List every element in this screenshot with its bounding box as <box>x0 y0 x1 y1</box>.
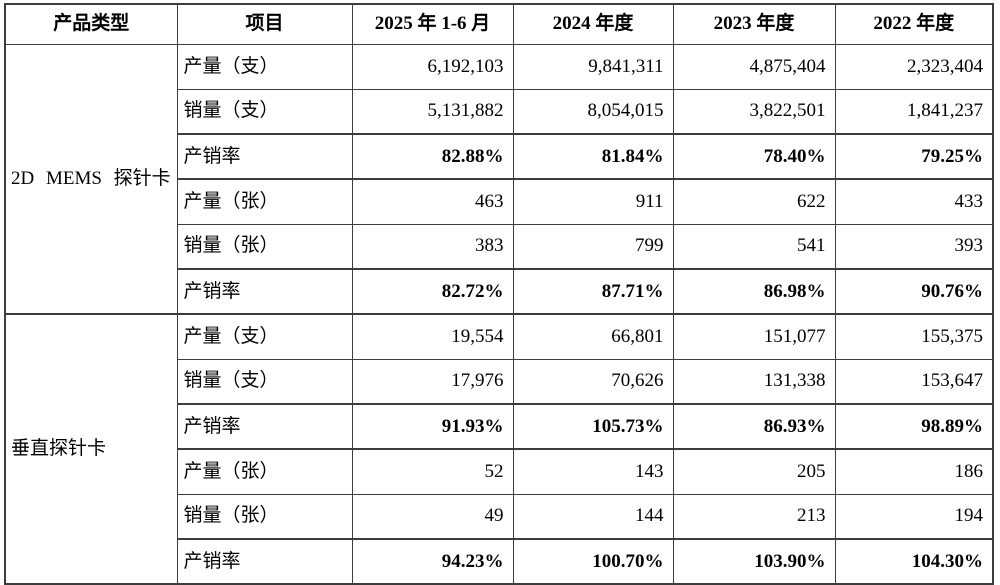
value-cell: 433 <box>834 178 994 225</box>
value-cell: 393 <box>834 223 994 270</box>
value-cell: 86.93% <box>672 403 836 450</box>
value-cell: 3,822,501 <box>672 88 836 135</box>
value-cell: 100.70% <box>512 538 674 585</box>
value-cell: 70,626 <box>512 358 674 405</box>
value-cell: 91.93% <box>351 403 514 450</box>
value-cell: 463 <box>351 178 514 225</box>
table-row: 产量（张） 463 911 622 433 <box>5 178 994 225</box>
value-cell: 81.84% <box>512 133 674 180</box>
value-cell: 131,338 <box>672 358 836 405</box>
table-row-rate: 产销率 91.93% 105.73% 86.93% 98.89% <box>5 403 994 450</box>
item-cell: 销量（张） <box>176 223 353 270</box>
value-cell: 2,323,404 <box>834 43 994 90</box>
item-cell: 产销率 <box>176 133 353 180</box>
table-row: 销量（张） 49 144 213 194 <box>5 493 994 540</box>
value-cell: 19,554 <box>351 313 514 360</box>
item-cell: 产销率 <box>176 403 353 450</box>
value-cell: 98.89% <box>834 403 994 450</box>
value-cell: 4,875,404 <box>672 43 836 90</box>
production-sales-table: 产品类型 项目 2025 年 1-6 月 2024 年度 2023 年度 202… <box>4 3 994 585</box>
value-cell: 86.98% <box>672 268 836 315</box>
table-row-rate: 产销率 94.23% 100.70% 103.90% 104.30% <box>5 538 994 585</box>
value-cell: 105.73% <box>512 403 674 450</box>
value-cell: 911 <box>512 178 674 225</box>
value-cell: 383 <box>351 223 514 270</box>
header-product-type: 产品类型 <box>4 3 178 45</box>
value-cell: 5,131,882 <box>351 88 514 135</box>
value-cell: 205 <box>672 448 836 495</box>
value-cell: 9,841,311 <box>512 43 674 90</box>
value-cell: 194 <box>834 493 994 540</box>
item-cell: 产量（张） <box>176 448 353 495</box>
value-cell: 144 <box>512 493 674 540</box>
value-cell: 17,976 <box>351 358 514 405</box>
value-cell: 66,801 <box>512 313 674 360</box>
value-cell: 143 <box>512 448 674 495</box>
header-item: 项目 <box>176 3 353 45</box>
value-cell: 82.88% <box>351 133 514 180</box>
table-row-rate: 产销率 82.72% 87.71% 86.98% 90.76% <box>5 268 994 315</box>
table-row: 销量（支） 17,976 70,626 131,338 153,647 <box>5 358 994 405</box>
table-row-rate: 产销率 82.88% 81.84% 78.40% 79.25% <box>5 133 994 180</box>
value-cell: 103.90% <box>672 538 836 585</box>
value-cell: 78.40% <box>672 133 836 180</box>
value-cell: 8,054,015 <box>512 88 674 135</box>
item-cell: 产量（支） <box>176 43 353 90</box>
value-cell: 151,077 <box>672 313 836 360</box>
value-cell: 79.25% <box>834 133 994 180</box>
header-row: 产品类型 项目 2025 年 1-6 月 2024 年度 2023 年度 202… <box>4 3 994 45</box>
value-cell: 153,647 <box>834 358 994 405</box>
value-cell: 186 <box>834 448 994 495</box>
header-2024: 2024 年度 <box>512 3 674 45</box>
value-cell: 87.71% <box>512 268 674 315</box>
item-cell: 销量（张） <box>176 493 353 540</box>
value-cell: 90.76% <box>834 268 994 315</box>
header-2023: 2023 年度 <box>672 3 836 45</box>
header-2022: 2022 年度 <box>834 3 994 45</box>
value-cell: 82.72% <box>351 268 514 315</box>
item-cell: 产销率 <box>176 538 353 585</box>
item-cell: 产销率 <box>176 268 353 315</box>
value-cell: 155,375 <box>834 313 994 360</box>
value-cell: 213 <box>672 493 836 540</box>
value-cell: 799 <box>512 223 674 270</box>
item-cell: 产量（张） <box>176 178 353 225</box>
value-cell: 6,192,103 <box>351 43 514 90</box>
product-type-cell: 2D MEMS 探针卡 <box>4 43 178 315</box>
table-container: 产品类型 项目 2025 年 1-6 月 2024 年度 2023 年度 202… <box>4 3 994 585</box>
product-type-cell: 垂直探针卡 <box>4 313 178 585</box>
value-cell: 104.30% <box>834 538 994 585</box>
table-row: 销量（支） 5,131,882 8,054,015 3,822,501 1,84… <box>5 88 994 135</box>
value-cell: 94.23% <box>351 538 514 585</box>
table-row: 销量（张） 383 799 541 393 <box>5 223 994 270</box>
item-cell: 产量（支） <box>176 313 353 360</box>
item-cell: 销量（支） <box>176 358 353 405</box>
value-cell: 52 <box>351 448 514 495</box>
value-cell: 1,841,237 <box>834 88 994 135</box>
header-2025h1: 2025 年 1-6 月 <box>351 3 514 45</box>
table-row: 2D MEMS 探针卡 产量（支） 6,192,103 9,841,311 4,… <box>4 43 994 315</box>
item-cell: 销量（支） <box>176 88 353 135</box>
table-row: 垂直探针卡 产量（支） 19,554 66,801 151,077 155,37… <box>4 313 994 585</box>
value-cell: 541 <box>672 223 836 270</box>
value-cell: 49 <box>351 493 514 540</box>
value-cell: 622 <box>672 178 836 225</box>
